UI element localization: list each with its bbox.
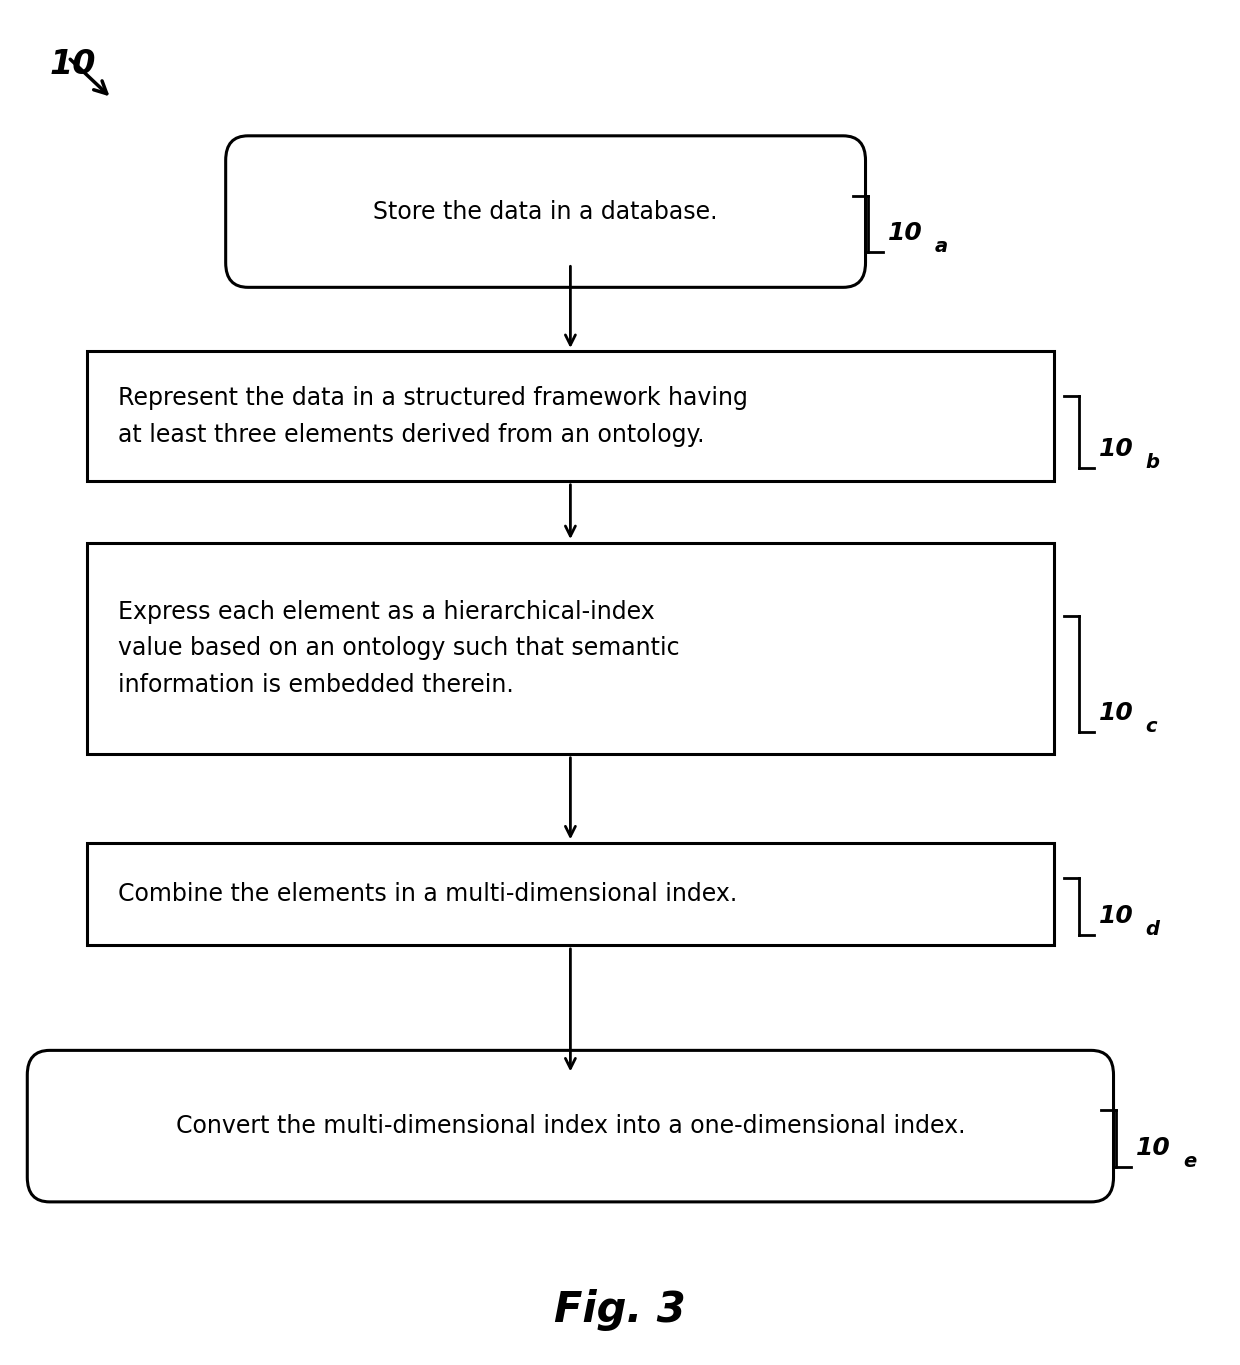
Text: Represent the data in a structured framework having
at least three elements deri: Represent the data in a structured frame… <box>118 386 748 446</box>
Text: Express each element as a hierarchical-index
value based on an ontology such tha: Express each element as a hierarchical-i… <box>118 601 680 696</box>
FancyBboxPatch shape <box>27 1051 1114 1203</box>
Text: 10: 10 <box>1099 904 1133 928</box>
Text: b: b <box>1146 453 1159 472</box>
Text: 10: 10 <box>888 221 923 246</box>
Text: a: a <box>935 238 949 257</box>
Text: e: e <box>1183 1152 1197 1171</box>
FancyBboxPatch shape <box>87 352 1054 482</box>
Text: c: c <box>1146 717 1157 736</box>
Text: 10: 10 <box>1136 1136 1171 1160</box>
Text: 10: 10 <box>1099 437 1133 461</box>
Text: d: d <box>1146 920 1159 939</box>
FancyBboxPatch shape <box>87 844 1054 946</box>
Text: Store the data in a database.: Store the data in a database. <box>373 199 718 224</box>
FancyBboxPatch shape <box>226 136 866 288</box>
Text: 10: 10 <box>50 48 97 81</box>
Text: Convert the multi-dimensional index into a one-dimensional index.: Convert the multi-dimensional index into… <box>176 1114 965 1138</box>
FancyBboxPatch shape <box>87 543 1054 755</box>
Text: Fig. 3: Fig. 3 <box>554 1290 686 1331</box>
Text: 10: 10 <box>1099 702 1133 725</box>
Text: Combine the elements in a multi-dimensional index.: Combine the elements in a multi-dimensio… <box>118 882 737 906</box>
